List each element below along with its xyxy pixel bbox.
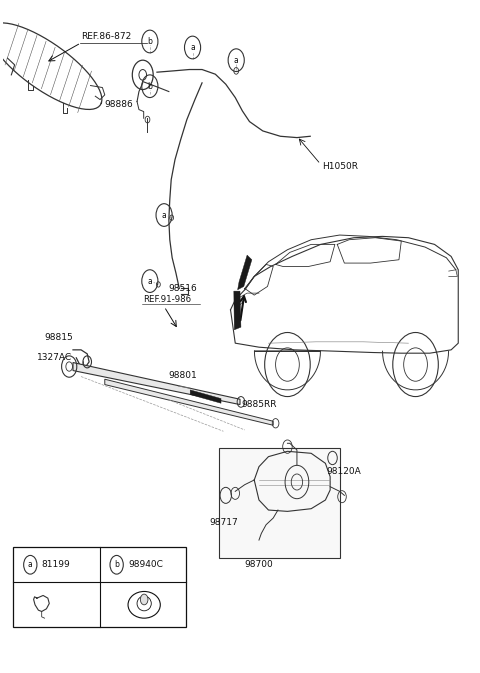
Text: b: b [114, 560, 119, 569]
Text: 98717: 98717 [209, 518, 238, 526]
Text: 81199: 81199 [42, 560, 71, 569]
FancyBboxPatch shape [13, 546, 186, 627]
Text: 98516: 98516 [168, 284, 197, 293]
Text: b: b [147, 81, 152, 91]
Text: 98886: 98886 [105, 100, 133, 109]
Text: 98940C: 98940C [128, 560, 163, 569]
Polygon shape [73, 363, 240, 404]
Text: 1327AC: 1327AC [37, 353, 72, 362]
Polygon shape [105, 379, 273, 425]
Text: 98700: 98700 [245, 560, 273, 569]
Text: 98801: 98801 [169, 371, 198, 380]
Text: 98120A: 98120A [326, 468, 361, 476]
Circle shape [140, 594, 148, 605]
Text: 98815: 98815 [45, 333, 73, 343]
Text: REF.91-986: REF.91-986 [143, 295, 191, 304]
Text: a: a [234, 56, 239, 65]
FancyBboxPatch shape [219, 448, 340, 558]
Text: b: b [147, 37, 152, 46]
Polygon shape [190, 390, 221, 403]
Text: a: a [190, 43, 195, 52]
Text: a: a [162, 211, 167, 219]
Text: a: a [28, 560, 33, 569]
Text: 9885RR: 9885RR [241, 400, 276, 409]
Text: a: a [147, 277, 152, 285]
Text: REF.86-872: REF.86-872 [81, 32, 132, 42]
Polygon shape [234, 291, 241, 330]
Text: H1050R: H1050R [322, 162, 358, 171]
Polygon shape [238, 255, 252, 290]
